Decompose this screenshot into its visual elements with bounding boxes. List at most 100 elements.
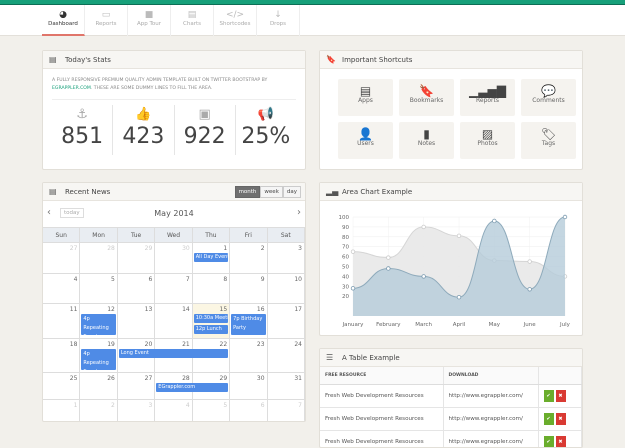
day-cell[interactable]: 4 — [155, 400, 192, 422]
stat-item: 📢25% — [236, 105, 296, 155]
approve-button[interactable]: ✔ — [544, 413, 554, 425]
day-cell[interactable]: 4 — [43, 274, 80, 303]
user-icon: 👤 — [338, 122, 393, 139]
day-cell[interactable]: 27 — [43, 243, 80, 273]
widget-title: Area Chart Example — [342, 188, 412, 196]
url-cell[interactable]: http://www.egrappler.com/ — [443, 385, 538, 408]
resource-cell: Fresh Web Development Resources — [320, 385, 443, 408]
day-cell[interactable]: 30 — [230, 373, 267, 399]
day-cell[interactable]: 14 — [155, 304, 192, 338]
tab-label: Charts — [183, 21, 201, 27]
col-header: FREE RESOURCE — [320, 367, 443, 385]
actions-cell: ✔✖ — [538, 431, 582, 448]
view-month-button[interactable]: month — [235, 186, 261, 198]
widget-title: Today's Stats — [65, 56, 111, 64]
stat-value: 423 — [113, 124, 173, 149]
approve-button[interactable]: ✔ — [544, 436, 554, 448]
shortcut-reports[interactable]: ▁▃▅▇Reports — [460, 79, 515, 116]
shortcut-bookmarks[interactable]: 🔖Bookmarks — [399, 79, 454, 116]
delete-button[interactable]: ✖ — [556, 436, 566, 448]
main-nav: ◕Dashboard▭Reports■App Tour▤Charts</>Sho… — [0, 5, 625, 36]
shortcut-users[interactable]: 👤Users — [338, 122, 393, 159]
day-cell[interactable]: 30 — [155, 243, 192, 273]
calendar-event[interactable]: Long Event — [119, 349, 228, 358]
shortcut-apps[interactable]: ▤Apps — [338, 79, 393, 116]
calendar-event[interactable]: 4p Repeating Event — [81, 314, 115, 335]
day-cell[interactable]: 6 — [230, 400, 267, 422]
view-day-button[interactable]: day — [283, 186, 301, 198]
day-cell[interactable]: 2 — [80, 400, 117, 422]
y-tick-label: 40 — [342, 274, 349, 280]
day-cell[interactable]: 5 — [193, 400, 230, 422]
tab-drops[interactable]: ↓Drops — [257, 5, 300, 36]
shortcut-tags[interactable]: 🏷Tags — [521, 122, 576, 159]
day-cell[interactable]: 11 — [43, 304, 80, 338]
shortcut-comments[interactable]: 💬Comments — [521, 79, 576, 116]
calendar-event[interactable]: EGrappler.com — [156, 383, 228, 392]
day-cell[interactable]: 7 — [268, 400, 305, 422]
day-header: Sun — [43, 228, 80, 242]
day-cell[interactable]: 25 — [43, 373, 80, 399]
signal-icon: ▂▄ — [326, 187, 338, 196]
day-cell[interactable]: 1 — [43, 400, 80, 422]
list-icon: ☰ — [326, 353, 333, 362]
day-cell[interactable]: 8 — [193, 274, 230, 303]
day-cell[interactable]: 28 — [80, 243, 117, 273]
day-cell[interactable]: 23 — [230, 339, 267, 372]
day-cell[interactable]: 27 — [118, 373, 155, 399]
blurb-text: A FULLY RESPONSIVE PREMIUM QUALITY ADMIN… — [52, 78, 267, 83]
day-cell[interactable]: 3 — [118, 400, 155, 422]
calendar-event[interactable]: 7p Birthday Party — [231, 314, 265, 335]
day-cell[interactable]: 31 — [268, 373, 305, 399]
day-cell[interactable]: 17 — [268, 304, 305, 338]
day-cell[interactable]: 26 — [80, 373, 117, 399]
day-cell[interactable]: 5 — [80, 274, 117, 303]
calendar-event[interactable]: 10:30a Meeting — [194, 314, 228, 323]
calendar-event[interactable]: 12p Lunch — [194, 325, 228, 334]
chart-icon: ▤ — [171, 10, 213, 21]
data-point — [387, 256, 391, 260]
next-month-icon[interactable]: › — [297, 207, 301, 218]
tab-app-tour[interactable]: ■App Tour — [128, 5, 171, 36]
tab-label: App Tour — [137, 21, 161, 27]
tab-charts[interactable]: ▤Charts — [171, 5, 214, 36]
delete-button[interactable]: ✖ — [556, 413, 566, 425]
day-cell[interactable]: 3 — [268, 243, 305, 273]
day-cell[interactable]: 24 — [268, 339, 305, 372]
tab-shortcodes[interactable]: </>Shortcodes — [214, 5, 257, 36]
shortcut-photos[interactable]: ▨Photos — [460, 122, 515, 159]
resource-cell: Fresh Web Development Resources — [320, 408, 443, 431]
y-tick-label: 60 — [342, 255, 349, 261]
blurb-text-end: . THESE ARE SOME DUMMY LINES TO FILL THE… — [91, 86, 212, 91]
approve-button[interactable]: ✔ — [544, 390, 554, 402]
day-cell[interactable]: 13 — [118, 304, 155, 338]
calendar-event[interactable]: All Day Event — [194, 253, 228, 262]
day-cell[interactable]: 9 — [230, 274, 267, 303]
egrappler-link[interactable]: EGRAPPLER.COM — [52, 86, 91, 91]
day-cell[interactable]: 18 — [43, 339, 80, 372]
month-title: May 2014 — [43, 209, 305, 218]
widget-header: ☰A Table Example — [320, 349, 582, 367]
shortcut-label: Bookmarks — [410, 97, 444, 104]
view-week-button[interactable]: week — [260, 186, 282, 198]
x-tick-label: February — [376, 322, 401, 328]
col-header — [538, 367, 582, 385]
calendar-event[interactable]: 4p Repeating Event — [81, 349, 115, 370]
url-cell[interactable]: http://www.egrappler.com/ — [443, 431, 538, 448]
day-cell[interactable]: 7 — [155, 274, 192, 303]
day-cell[interactable]: 6 — [118, 274, 155, 303]
x-tick-label: January — [342, 322, 365, 328]
day-cell[interactable]: 29 — [118, 243, 155, 273]
delete-button[interactable]: ✖ — [556, 390, 566, 402]
widget-title: Important Shortcuts — [342, 56, 412, 64]
x-tick-label: July — [559, 322, 571, 328]
day-cell[interactable]: 2 — [230, 243, 267, 273]
tab-dashboard[interactable]: ◕Dashboard — [42, 5, 85, 36]
day-cell[interactable]: 10 — [268, 274, 305, 303]
tab-label: Dashboard — [48, 21, 78, 27]
shortcut-notes[interactable]: ▮Notes — [399, 122, 454, 159]
tab-reports[interactable]: ▭Reports — [85, 5, 128, 36]
url-cell[interactable]: http://www.egrappler.com/ — [443, 408, 538, 431]
